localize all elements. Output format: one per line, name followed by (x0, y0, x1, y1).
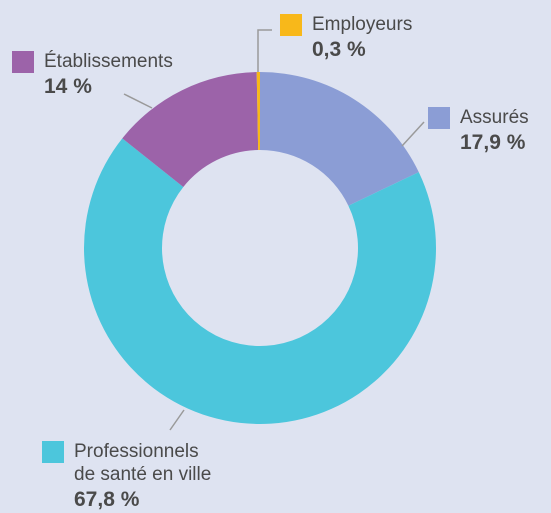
slices (83, 72, 436, 424)
legend-swatch (428, 107, 450, 129)
value-label: 17,9 % (460, 131, 526, 154)
leader-line (123, 93, 153, 109)
leader-lines (123, 29, 425, 431)
value-label: 0,3 % (312, 38, 366, 61)
slice (256, 72, 260, 151)
legend-entry: Employeurs 0,3 % (280, 13, 413, 63)
legend-label: Établissements (44, 51, 173, 72)
legend-swatch (12, 51, 34, 73)
slice (260, 72, 419, 206)
leader-line (257, 29, 272, 72)
legend-entry: Professionnels de santé en ville 67,8 % (42, 440, 212, 513)
legend-label: Employeurs (312, 14, 413, 35)
legend-label: Assurés (460, 107, 529, 128)
leader-line (169, 409, 185, 431)
slice (83, 138, 436, 424)
slice (122, 72, 259, 187)
legend-entry: Assurés 17,9 % (428, 106, 529, 156)
value-label: 14 % (44, 75, 92, 98)
legend-swatch (280, 14, 302, 36)
value-label: 67,8 % (74, 488, 140, 511)
legend-label: Professionnels de santé en ville (74, 441, 212, 485)
legend-swatch (42, 441, 64, 463)
leader-line (401, 121, 425, 147)
legend-entry: Établissements 14 % (12, 50, 173, 100)
